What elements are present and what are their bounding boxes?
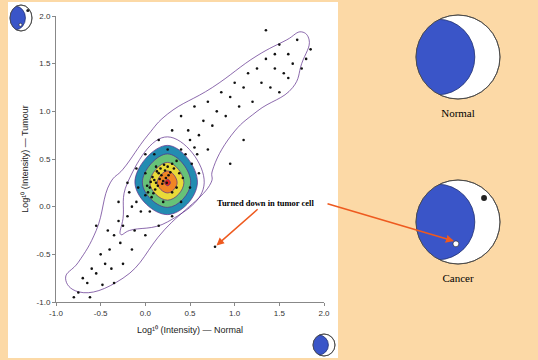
svg-text:-1.0: -1.0 bbox=[37, 298, 51, 307]
svg-text:Normal: Normal bbox=[441, 107, 475, 119]
svg-text:Log¹⁰ (Intensity) — Tumour: Log¹⁰ (Intensity) — Tumour bbox=[20, 105, 30, 213]
svg-text:-0.5: -0.5 bbox=[94, 309, 108, 318]
svg-text:0.5: 0.5 bbox=[39, 155, 51, 164]
svg-text:0.5: 0.5 bbox=[184, 309, 196, 318]
svg-text:1.5: 1.5 bbox=[274, 309, 286, 318]
svg-text:0.0: 0.0 bbox=[140, 309, 152, 318]
svg-text:0.0: 0.0 bbox=[39, 202, 51, 211]
svg-text:-1.0: -1.0 bbox=[49, 309, 63, 318]
svg-text:2.0: 2.0 bbox=[318, 309, 330, 318]
svg-text:1.5: 1.5 bbox=[39, 59, 51, 68]
svg-text:Turned down in tumor cell: Turned down in tumor cell bbox=[217, 198, 314, 208]
svg-text:Cancer: Cancer bbox=[442, 272, 473, 284]
svg-text:-0.5: -0.5 bbox=[37, 250, 51, 259]
svg-text:1.0: 1.0 bbox=[39, 107, 51, 116]
svg-text:1.0: 1.0 bbox=[229, 309, 241, 318]
svg-text:2.0: 2.0 bbox=[39, 12, 51, 21]
svg-text:Log¹⁰ (Intensity) — Normal: Log¹⁰ (Intensity) — Normal bbox=[137, 325, 243, 335]
